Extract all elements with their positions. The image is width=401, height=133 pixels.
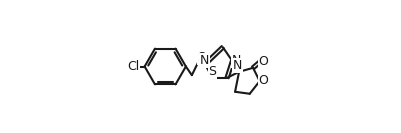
Text: S: S	[209, 65, 217, 78]
Text: O: O	[259, 55, 269, 68]
Text: N: N	[200, 54, 209, 67]
Text: S: S	[197, 51, 205, 64]
Text: N: N	[232, 54, 241, 67]
Text: O: O	[259, 74, 269, 87]
Text: Cl: Cl	[127, 60, 140, 73]
Text: N: N	[233, 59, 243, 72]
